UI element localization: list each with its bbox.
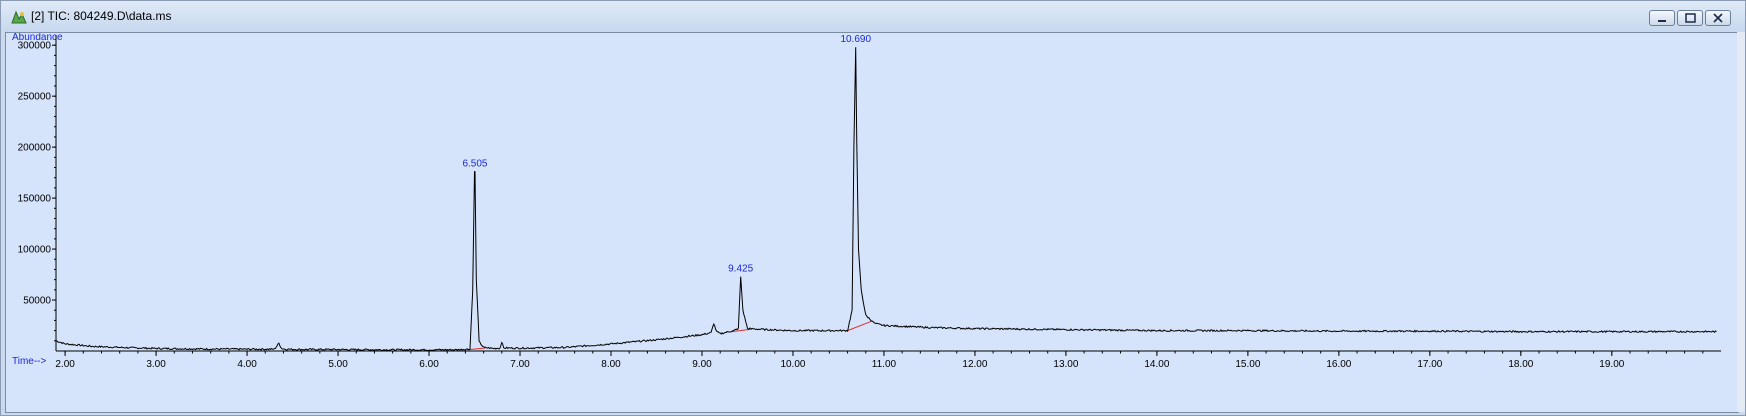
x-axis-label: Time--> [12,356,47,367]
x-tick-label: 9.00 [692,359,712,370]
close-icon [1713,13,1723,23]
y-tick-label: 200000 [18,143,52,154]
title-bar[interactable]: [2] TIC: 804249.D\data.ms [1,1,1745,31]
chromatogram-app-icon [11,10,27,24]
x-tick-label: 15.00 [1235,359,1260,370]
peak-label: 9.425 [728,264,753,275]
x-tick-label: 4.00 [237,359,257,370]
x-tick-label: 12.00 [962,359,987,370]
close-button[interactable] [1705,10,1731,26]
y-tick-label: 50000 [23,296,51,307]
x-tick-label: 10.00 [780,359,805,370]
minimize-icon [1658,20,1666,22]
x-tick-label: 17.00 [1417,359,1442,370]
x-tick-label: 11.00 [872,359,897,370]
tic-chromatogram[interactable]: Abundance Time--> 2.00 3.00 4.00 5.00 6.00 7.… [6,32,1738,412]
y-tick-label: 100000 [18,245,52,256]
scroll-track[interactable] [1737,32,1745,412]
integration-baseline [847,320,872,332]
peak-label: 6.505 [462,159,487,170]
y-axis-label: Abundance [12,33,63,43]
x-tick-label: 8.00 [601,359,621,370]
peak-label: 10.690 [840,34,871,45]
x-tick-label: 2.00 [55,359,75,370]
tic-trace [55,47,1717,352]
x-tick-label: 5.00 [328,359,348,370]
x-tick-label: 7.00 [510,359,530,370]
axes: 2.00 3.00 4.00 5.00 6.00 7.00 8.00 9.00 10.00 11.… [18,35,1721,370]
chart-area[interactable]: Abundance Time--> 2.00 3.00 4.00 5.00 6.00 7.… [5,32,1739,413]
maximize-button[interactable] [1677,10,1703,26]
integration-baselines [467,320,872,351]
y-tick-label: 250000 [18,92,52,103]
x-tick-label: 3.00 [146,359,166,370]
peak-labels: 6.505 9.425 10.690 [462,34,871,274]
x-tick-label: 16.00 [1326,359,1351,370]
x-tick-label: 13.00 [1053,359,1078,370]
minimize-button[interactable] [1649,10,1675,26]
x-tick-label: 6.00 [419,359,439,370]
integration-baseline [467,347,486,351]
x-tick-label: 18.00 [1508,359,1533,370]
x-tick-label: 19.00 [1599,359,1624,370]
y-tick-label: 300000 [18,41,52,52]
y-tick-label: 150000 [18,194,52,205]
maximize-icon [1685,13,1696,23]
window-title: [2] TIC: 804249.D\data.ms [31,9,172,23]
x-tick-label: 14.00 [1144,359,1169,370]
